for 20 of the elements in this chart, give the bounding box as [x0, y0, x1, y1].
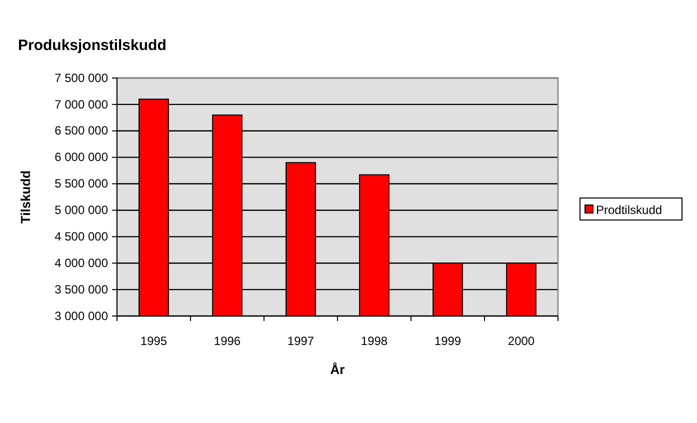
y-tick-label: 3 000 000 — [54, 308, 108, 323]
y-tick-label: 7 500 000 — [54, 70, 108, 85]
y-axis-title: Tilskudd — [18, 170, 33, 224]
legend-label: Prodtilskudd — [596, 203, 662, 217]
x-tick-label: 1997 — [287, 334, 314, 348]
y-tick-label: 3 500 000 — [54, 282, 108, 296]
y-tick-label: 4 000 000 — [54, 256, 108, 270]
y-tick-label: 6 000 000 — [54, 150, 108, 164]
y-tick-label: 4 500 000 — [54, 230, 108, 244]
chart-title: Produksjonstilskudd — [18, 37, 166, 54]
y-tick-label: 7 000 000 — [54, 97, 108, 112]
y-tick-label: 5 000 000 — [54, 203, 108, 218]
x-tick-label: 1996 — [214, 334, 241, 348]
x-tick-label: 1995 — [140, 334, 168, 348]
x-tick-label: 2000 — [508, 334, 535, 348]
y-tick-label: 5 500 000 — [54, 176, 108, 191]
y-tick-label: 6 500 000 — [54, 124, 108, 138]
x-tick-label: 1999 — [434, 334, 462, 348]
x-axis-title: År — [330, 362, 345, 377]
x-tick-label: 1998 — [360, 334, 388, 348]
